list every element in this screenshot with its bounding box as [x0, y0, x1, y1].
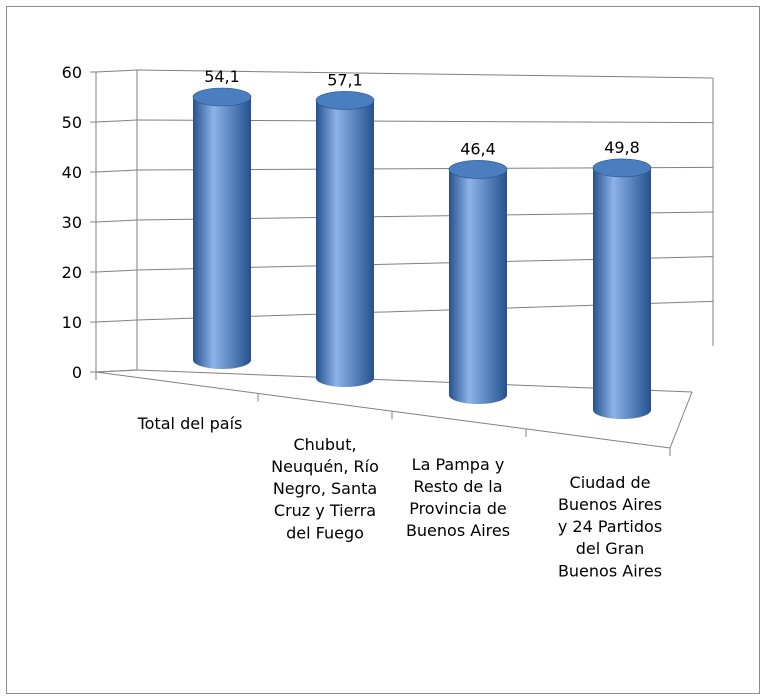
gridline-side: [95, 119, 138, 123]
y-tick-label: 0: [72, 363, 82, 382]
y-tick-label: 40: [62, 163, 82, 182]
gridline-side: [95, 319, 138, 323]
data-label: 57,1: [327, 70, 363, 89]
cylinder-body: [593, 167, 651, 419]
gridline-side: [95, 269, 138, 273]
gridline: [136, 69, 714, 79]
cylinder-top: [315, 91, 375, 110]
gridline-side: [95, 69, 138, 73]
y-tick-label: 30: [62, 213, 82, 232]
cylinder-top: [192, 87, 252, 107]
axis-layer: [90, 70, 714, 456]
data-label: 46,4: [460, 139, 496, 158]
category-label: Ciudad de Buenos Aires y 24 Partidos del Gr…: [558, 473, 662, 580]
cylinder-top: [448, 160, 508, 179]
y-tick-label: 60: [62, 63, 82, 82]
bars-layer: [192, 87, 652, 419]
cylinder-top: [592, 158, 652, 178]
floor-left-edge: [95, 369, 138, 373]
cylinder-bar: [592, 158, 652, 419]
gridline-side: [95, 169, 138, 173]
cylinder-bar: [192, 87, 252, 369]
data-label: 49,8: [604, 138, 640, 157]
category-label: La Pampa y Resto de la Provincia de Buenos …: [406, 455, 510, 540]
data-label: 54,1: [204, 67, 240, 86]
category-label: Total del país: [137, 414, 243, 433]
gridline-side: [95, 219, 138, 223]
y-tick-label: 10: [62, 313, 82, 332]
y-tick-label: 50: [62, 113, 82, 132]
cylinder-bar: [315, 91, 375, 387]
category-label: Chubut, Neuquén, Río Negro, Santa Cruz y Ti…: [271, 435, 379, 542]
cylinder-bar: [448, 160, 508, 404]
cylinder-body: [193, 97, 251, 369]
y-tick-label: 20: [62, 263, 82, 282]
cylinder-body: [316, 100, 374, 387]
labels-layer: 0 10 20 30 40 50 60 54,1 57,1 46,4 49,8 Total del p…: [62, 63, 663, 580]
cylinder-body: [449, 169, 507, 404]
